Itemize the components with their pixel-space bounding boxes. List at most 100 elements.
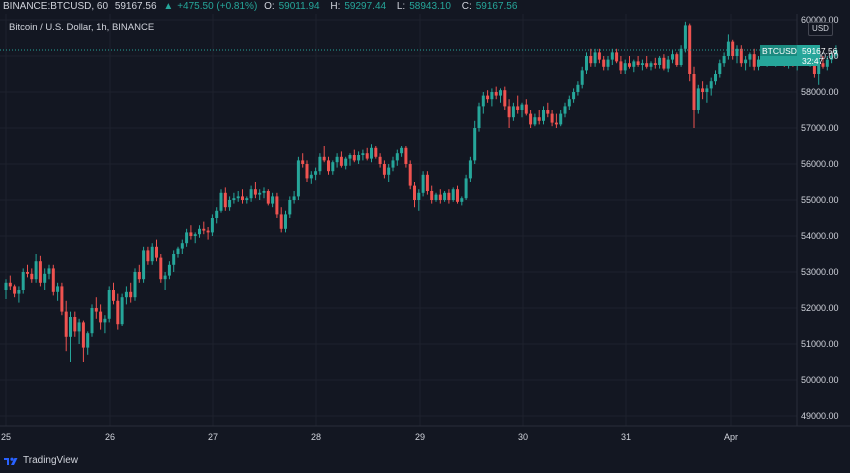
candle-body[interactable] — [309, 174, 313, 179]
candle-body[interactable] — [352, 155, 356, 161]
candle-body[interactable] — [395, 153, 399, 161]
candle-body[interactable] — [597, 52, 601, 60]
candle-body[interactable] — [13, 286, 17, 294]
candle-body[interactable] — [559, 113, 563, 125]
candle-body[interactable] — [606, 59, 610, 67]
candle-body[interactable] — [640, 63, 644, 65]
candle-body[interactable] — [292, 196, 296, 200]
candle-body[interactable] — [615, 52, 619, 62]
candle-body[interactable] — [215, 210, 219, 218]
candle-body[interactable] — [51, 268, 55, 292]
candle-body[interactable] — [327, 160, 330, 172]
candle-body[interactable] — [658, 57, 662, 65]
candle-body[interactable] — [124, 291, 128, 298]
candle-body[interactable] — [305, 164, 309, 179]
candle-body[interactable] — [447, 192, 451, 200]
candle-body[interactable] — [421, 174, 425, 193]
candle-body[interactable] — [451, 189, 455, 200]
candle-body[interactable] — [417, 192, 421, 200]
candle-body[interactable] — [477, 106, 481, 128]
candle-body[interactable] — [253, 189, 257, 195]
candle-body[interactable] — [236, 196, 240, 199]
candle-body[interactable] — [516, 106, 520, 110]
candle-body[interactable] — [821, 63, 825, 67]
candle-body[interactable] — [335, 156, 339, 163]
tradingview-brand[interactable]: TradingView — [4, 455, 78, 467]
candle-body[interactable] — [245, 198, 249, 200]
candle-body[interactable] — [266, 191, 270, 204]
candle-body[interactable] — [628, 63, 631, 67]
candle-body[interactable] — [365, 153, 369, 159]
candle-body[interactable] — [576, 84, 580, 92]
candle-body[interactable] — [382, 164, 386, 175]
candle-body[interactable] — [322, 156, 326, 161]
candle-body[interactable] — [645, 63, 649, 67]
candle-body[interactable] — [550, 113, 554, 123]
candle-body[interactable] — [752, 54, 756, 67]
candle-body[interactable] — [830, 55, 834, 60]
currency-badge[interactable]: USD — [808, 22, 833, 36]
candle-body[interactable] — [172, 254, 176, 265]
candle-body[interactable] — [279, 214, 283, 229]
candle-body[interactable] — [503, 90, 507, 107]
candle-body[interactable] — [542, 110, 545, 121]
candle-body[interactable] — [464, 178, 468, 199]
candle-body[interactable] — [56, 286, 60, 292]
candle-body[interactable] — [443, 192, 447, 200]
candle-body[interactable] — [167, 264, 171, 276]
candle-body[interactable] — [709, 81, 713, 89]
candle-body[interactable] — [456, 189, 459, 202]
candle-body[interactable] — [511, 106, 515, 118]
candle-body[interactable] — [817, 63, 821, 74]
candle-body[interactable] — [271, 196, 275, 204]
candle-body[interactable] — [744, 59, 748, 64]
candle-body[interactable] — [554, 122, 558, 125]
candle-body[interactable] — [602, 59, 606, 67]
candle-body[interactable] — [649, 63, 653, 67]
candle-body[interactable] — [722, 56, 726, 64]
candle-body[interactable] — [64, 311, 68, 337]
candle-body[interactable] — [206, 230, 210, 233]
candle-body[interactable] — [537, 117, 541, 121]
candle-body[interactable] — [60, 286, 64, 312]
candle-body[interactable] — [344, 158, 348, 166]
candle-body[interactable] — [494, 92, 498, 96]
candle-body[interactable] — [103, 318, 107, 323]
candle-body[interactable] — [219, 192, 223, 211]
candle-body[interactable] — [339, 156, 343, 166]
candle-body[interactable] — [460, 198, 464, 202]
candle-body[interactable] — [408, 164, 412, 186]
candle-body[interactable] — [481, 95, 485, 107]
candle-body[interactable] — [692, 74, 696, 110]
candle-body[interactable] — [688, 25, 692, 74]
candle-body[interactable] — [94, 308, 98, 312]
candle-body[interactable] — [275, 196, 279, 215]
price-chart[interactable]: 60000.0059000.0058000.0057000.0056000.00… — [0, 14, 850, 454]
candle-body[interactable] — [69, 317, 72, 337]
candle-body[interactable] — [34, 261, 38, 280]
candle-body[interactable] — [434, 194, 438, 200]
candle-body[interactable] — [529, 113, 533, 125]
candle-body[interactable] — [520, 104, 524, 110]
candle-body[interactable] — [701, 88, 705, 92]
candle-body[interactable] — [21, 272, 25, 290]
candle-body[interactable] — [331, 162, 335, 172]
candle-body[interactable] — [142, 250, 146, 280]
candle-body[interactable] — [249, 189, 253, 199]
candle-body[interactable] — [150, 246, 154, 262]
candle-body[interactable] — [284, 214, 287, 229]
candle-body[interactable] — [619, 61, 623, 71]
candle-body[interactable] — [223, 192, 227, 208]
candle-body[interactable] — [77, 322, 81, 332]
candle-body[interactable] — [228, 200, 232, 208]
candle-body[interactable] — [666, 59, 670, 69]
candle-body[interactable] — [296, 160, 300, 197]
candle-body[interactable] — [137, 272, 141, 280]
candle-body[interactable] — [198, 228, 201, 235]
candle-body[interactable] — [499, 90, 502, 96]
candle-body[interactable] — [112, 290, 115, 301]
candle-body[interactable] — [580, 70, 584, 85]
candle-body[interactable] — [404, 147, 408, 164]
candle-body[interactable] — [533, 117, 537, 125]
candle-body[interactable] — [155, 246, 158, 258]
